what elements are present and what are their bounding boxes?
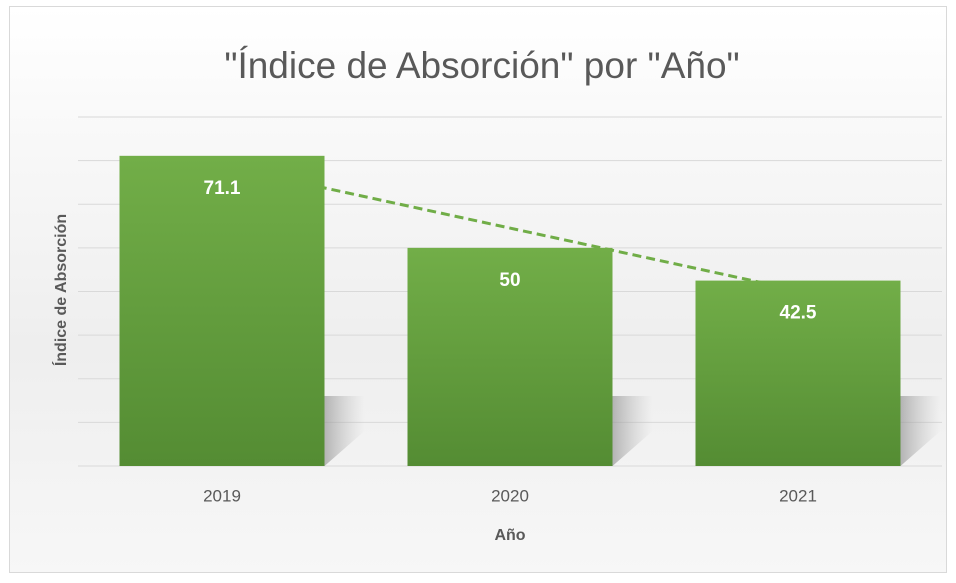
- bar-shadow: [900, 396, 941, 466]
- x-tick-label: 2019: [203, 486, 241, 505]
- x-tick-label: 2020: [491, 486, 529, 505]
- bar-shadow: [612, 396, 653, 466]
- value-label: 71.1: [204, 178, 241, 199]
- value-label: 42.5: [780, 303, 817, 324]
- bar: [695, 280, 901, 466]
- x-tick-label: 2021: [779, 486, 817, 505]
- value-label: 50: [499, 270, 520, 291]
- bar: [119, 155, 325, 467]
- x-axis-title: Año: [494, 527, 525, 544]
- y-axis-title: Índice de Absorción: [51, 214, 70, 366]
- bar-shadow: [324, 396, 365, 466]
- chart-title: "Índice de Absorción" por "Año": [224, 45, 739, 86]
- bar: [407, 247, 613, 466]
